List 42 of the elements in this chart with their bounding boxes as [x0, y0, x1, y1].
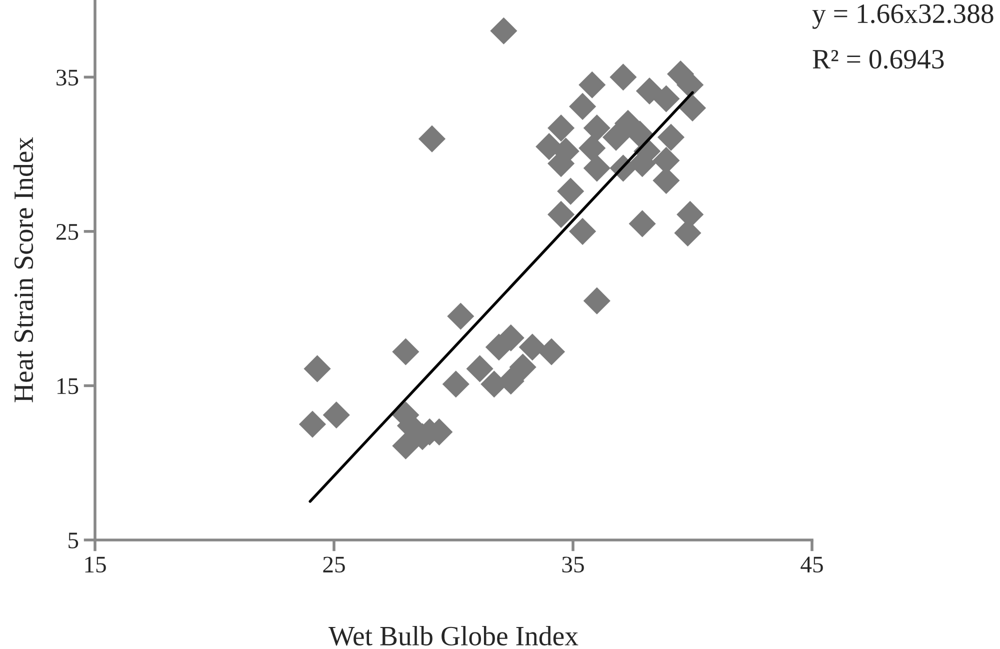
x-axis-title: Wet Bulb Globe Index	[328, 626, 578, 646]
y-tick-label: 35	[56, 70, 78, 86]
point	[578, 71, 606, 98]
point	[636, 77, 664, 105]
point	[678, 94, 706, 122]
x-tick-label: 15	[85, 556, 106, 573]
point	[548, 200, 575, 228]
point	[538, 338, 566, 366]
point	[569, 218, 596, 245]
y-axis-title: Heat Strain Score Index	[14, 137, 34, 402]
point	[557, 178, 584, 205]
y-tick-label: 5	[68, 532, 78, 548]
point	[518, 334, 546, 361]
point	[392, 338, 420, 366]
point	[418, 125, 446, 152]
point	[442, 370, 470, 398]
text: R² = 0.6943	[812, 50, 944, 69]
point	[447, 302, 474, 330]
point	[578, 134, 606, 162]
point	[583, 287, 610, 314]
point	[466, 355, 494, 382]
point	[652, 85, 680, 112]
point	[569, 92, 596, 120]
point	[392, 432, 420, 460]
point	[583, 154, 610, 182]
point	[304, 355, 331, 382]
point	[602, 124, 630, 151]
point	[548, 114, 575, 142]
point	[628, 210, 656, 238]
y-tick-label: 15	[57, 378, 78, 394]
point	[298, 410, 326, 438]
text: y = 1.66x32.388	[812, 4, 994, 29]
x-tick-label: 25	[323, 556, 345, 573]
x-tick-label: 45	[800, 556, 823, 573]
point	[583, 114, 610, 142]
point	[322, 401, 350, 429]
point	[657, 124, 685, 151]
point	[490, 17, 518, 44]
point	[610, 64, 637, 91]
point	[509, 354, 536, 381]
y-tick-label: 25	[56, 224, 78, 240]
x-tick-label: 35	[562, 556, 584, 573]
